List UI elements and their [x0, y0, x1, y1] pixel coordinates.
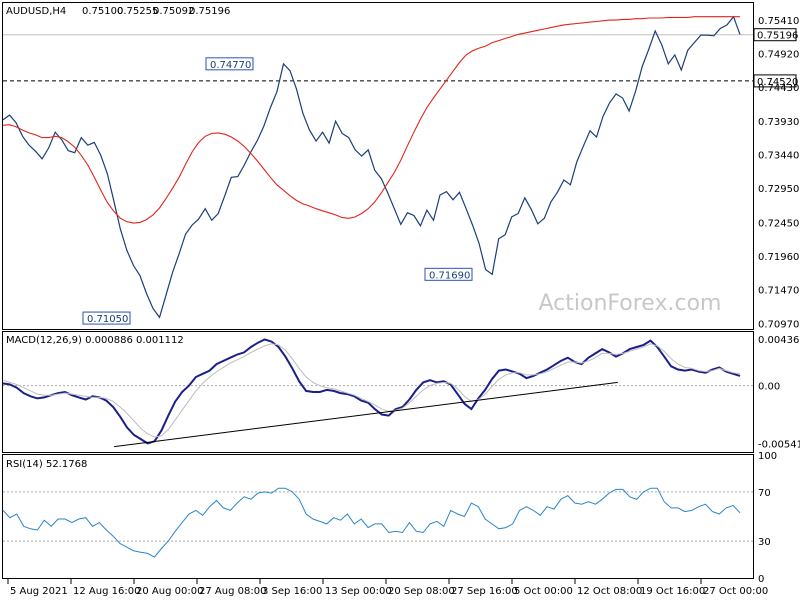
header-symbol: AUDUSD,H4 [6, 6, 66, 17]
main-annotation-group: 0.74770 0.71690 0.71050 0.75196 0.74520 [82, 28, 798, 325]
main-tick-label: 0.72950 [758, 184, 799, 195]
macd-series-line-2 [2, 343, 741, 438]
watermark: ActionForex.com [539, 291, 722, 316]
x-tick-label: 13 Sep 00:00 [325, 586, 392, 597]
level-label: 0.74520 [757, 77, 798, 88]
annotation-label: 0.71690 [429, 270, 470, 281]
x-tick-label: 12 Aug 16:00 [73, 586, 140, 597]
rsi-label: RSI(14) 52.1768 [6, 459, 87, 470]
main-tick-label: 0.73440 [758, 151, 799, 162]
annotation-label: 0.74770 [210, 60, 251, 71]
x-tick-label: 27 Oct 00:00 [703, 586, 768, 597]
main-series-line-2 [2, 16, 740, 224]
main-y-axis: 0.75410 0.74920 0.74430 0.73930 0.73440 0.729… [758, 16, 799, 330]
macd-tick-label: -0.005411 [758, 440, 800, 451]
macd-tick-label: 0.00 [758, 382, 780, 393]
main-tick-label: 0.71960 [758, 252, 799, 263]
x-tick-label: 3 Sep 16:00 [262, 586, 322, 597]
main-series-group [2, 15, 741, 319]
x-tick-label: 5 Aug 2021 [10, 586, 68, 597]
macd-series-line-1 [2, 338, 741, 445]
symbol-header: AUDUSD,H4 0.75100 0.75255 0.75092 0.7519… [6, 6, 230, 17]
current-price-badge [753, 28, 797, 42]
main-tick-label: 0.74920 [758, 50, 799, 61]
macd-lines-group [2, 338, 753, 448]
main-panel-frame [2, 2, 754, 330]
annotation-label: 0.71050 [87, 314, 128, 325]
x-tick-label: 20 Aug 00:00 [136, 586, 203, 597]
main-tick-label: 0.74430 [758, 83, 799, 94]
main-series-line-1 [2, 15, 741, 319]
x-tick-label: 5 Oct 00:00 [514, 586, 573, 597]
x-tick-label: 27 Aug 08:00 [199, 586, 266, 597]
current-price-label: 0.75196 [757, 31, 798, 42]
annotation-box [205, 57, 254, 71]
macd-tick-label: 0.004367 [758, 335, 800, 346]
macd-trendline [114, 381, 618, 448]
rsi-lines-group [2, 487, 753, 558]
rsi-tick-label: 30 [758, 537, 771, 548]
rsi-panel-frame [2, 454, 754, 579]
main-tick-label: 0.70970 [758, 320, 799, 331]
x-tick-label: 19 Oct 16:00 [640, 586, 705, 597]
x-tick-label: 20 Sep 08:00 [388, 586, 455, 597]
x-tick-label: 12 Oct 08:00 [577, 586, 642, 597]
main-tick-label: 0.75410 [758, 16, 799, 27]
rsi-tick-label: 70 [758, 488, 771, 499]
rsi-y-axis: 100 70 30 0 [758, 451, 777, 585]
header-open: 0.75100 [82, 6, 123, 17]
rsi-series-line [2, 487, 741, 558]
macd-panel-frame [2, 331, 754, 453]
main-horizontal-lines [3, 34, 753, 82]
level-badge [753, 74, 797, 88]
macd-label: MACD(12,26,9) 0.000886 0.001112 [6, 335, 184, 346]
main-tick-label: 0.71470 [758, 285, 799, 296]
header-high: 0.75255 [117, 6, 158, 17]
main-tick-label: 0.72450 [758, 218, 799, 229]
x-tick-label: 27 Sep 16:00 [451, 586, 518, 597]
rsi-tick-label: 0 [758, 574, 764, 585]
macd-y-axis: 0.004367 0.00 -0.005411 [758, 335, 800, 451]
annotation-box [424, 267, 473, 281]
header-low: 0.75092 [153, 6, 194, 17]
rsi-tick-label: 100 [758, 451, 777, 462]
annotation-box [82, 311, 131, 325]
main-tick-label: 0.73930 [758, 117, 799, 128]
header-close: 0.75196 [189, 6, 230, 17]
